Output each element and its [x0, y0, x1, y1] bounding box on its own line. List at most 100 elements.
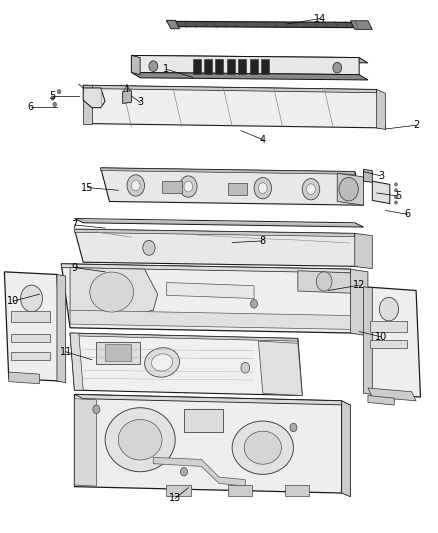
Polygon shape [355, 233, 372, 269]
Circle shape [333, 62, 342, 73]
Polygon shape [337, 173, 364, 205]
Polygon shape [153, 457, 245, 486]
Polygon shape [377, 90, 385, 130]
Text: 5: 5 [49, 91, 56, 101]
Polygon shape [131, 55, 359, 75]
Circle shape [57, 90, 61, 94]
Bar [11, 311, 50, 322]
Polygon shape [74, 229, 355, 237]
Polygon shape [166, 282, 254, 298]
Polygon shape [131, 55, 140, 75]
Polygon shape [166, 21, 368, 28]
Circle shape [149, 61, 158, 71]
Circle shape [339, 177, 358, 201]
Circle shape [143, 240, 155, 255]
Text: 9: 9 [71, 263, 78, 272]
Polygon shape [70, 310, 350, 329]
Polygon shape [350, 21, 372, 29]
Text: 15: 15 [81, 183, 94, 192]
Text: 4: 4 [260, 135, 266, 144]
Polygon shape [204, 59, 212, 74]
Polygon shape [70, 268, 158, 317]
Polygon shape [368, 388, 416, 401]
Bar [370, 340, 407, 348]
Polygon shape [342, 401, 350, 497]
Circle shape [395, 196, 397, 199]
Bar [11, 352, 50, 360]
Text: 3: 3 [137, 98, 143, 107]
Polygon shape [83, 85, 377, 93]
Polygon shape [131, 72, 368, 80]
Circle shape [21, 285, 42, 312]
Text: 1: 1 [163, 64, 170, 74]
Text: 13: 13 [169, 494, 181, 503]
Polygon shape [250, 59, 258, 74]
Polygon shape [83, 85, 92, 124]
Polygon shape [70, 333, 83, 390]
Polygon shape [101, 168, 364, 205]
Text: 3: 3 [378, 171, 384, 181]
Circle shape [395, 183, 397, 186]
Polygon shape [74, 399, 96, 486]
Circle shape [258, 183, 267, 193]
Polygon shape [227, 59, 235, 74]
Polygon shape [350, 269, 368, 336]
Text: 2: 2 [413, 120, 419, 130]
Polygon shape [57, 274, 66, 383]
Circle shape [290, 423, 297, 432]
Circle shape [251, 300, 258, 308]
Bar [166, 485, 191, 496]
Ellipse shape [244, 431, 281, 464]
Bar [162, 181, 182, 193]
Polygon shape [70, 333, 302, 395]
Bar [370, 321, 407, 332]
Ellipse shape [105, 408, 175, 472]
Polygon shape [193, 59, 201, 74]
Polygon shape [4, 272, 61, 381]
Ellipse shape [145, 348, 180, 377]
Polygon shape [238, 59, 246, 74]
Polygon shape [364, 169, 372, 182]
Polygon shape [74, 394, 342, 493]
Circle shape [131, 180, 140, 191]
Polygon shape [83, 85, 385, 128]
Polygon shape [298, 271, 350, 293]
Polygon shape [61, 264, 359, 333]
Circle shape [395, 201, 397, 204]
Text: 12: 12 [353, 280, 365, 290]
Ellipse shape [232, 421, 293, 474]
Polygon shape [258, 341, 302, 395]
Polygon shape [215, 59, 223, 74]
Polygon shape [364, 287, 372, 394]
Circle shape [395, 189, 397, 192]
Bar [11, 334, 50, 342]
Circle shape [180, 176, 197, 197]
Polygon shape [70, 333, 298, 341]
Polygon shape [372, 181, 390, 204]
Polygon shape [74, 219, 364, 227]
Circle shape [180, 467, 187, 476]
Text: 6: 6 [28, 102, 34, 111]
Text: 10: 10 [375, 332, 387, 342]
Circle shape [379, 297, 399, 321]
Ellipse shape [118, 419, 162, 460]
Polygon shape [166, 20, 180, 29]
Circle shape [316, 272, 332, 291]
Text: 10: 10 [7, 296, 19, 306]
Bar [228, 485, 252, 496]
Text: 8: 8 [260, 236, 266, 246]
Bar [285, 485, 309, 496]
Polygon shape [261, 59, 269, 74]
Circle shape [51, 96, 54, 100]
Circle shape [307, 184, 315, 195]
Circle shape [127, 175, 145, 196]
Circle shape [254, 177, 272, 199]
Polygon shape [83, 88, 105, 108]
Bar [228, 183, 247, 195]
Polygon shape [9, 372, 39, 384]
Circle shape [53, 102, 57, 107]
Polygon shape [74, 229, 364, 266]
Polygon shape [368, 395, 394, 405]
Polygon shape [131, 55, 368, 63]
Text: 5: 5 [396, 191, 402, 201]
